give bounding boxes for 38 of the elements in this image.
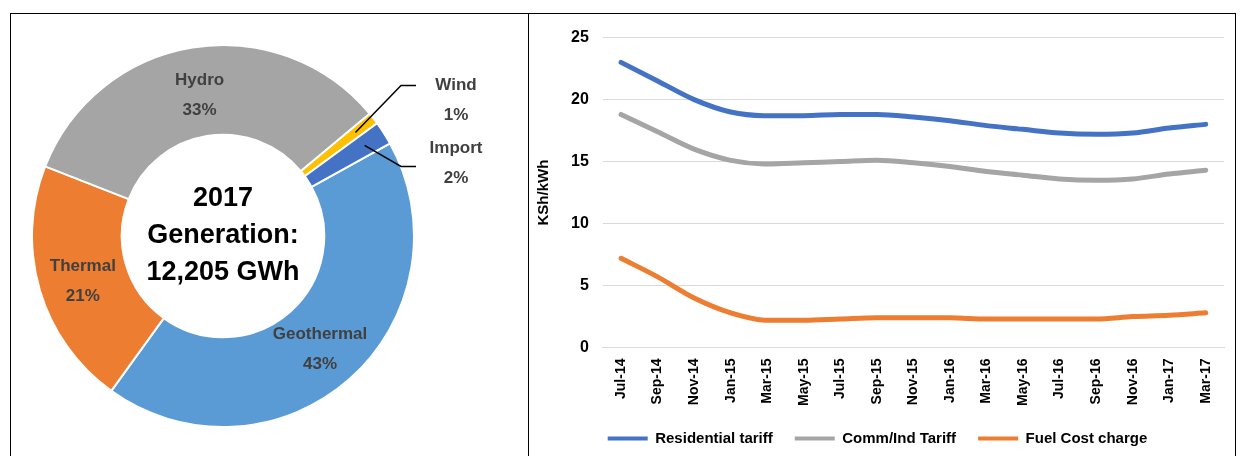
data-label: 43% [302, 353, 338, 373]
x-tick-label: Sep-14 [648, 358, 665, 405]
x-tick-label: Jul-15 [831, 358, 848, 399]
data-label: 21% [65, 285, 100, 305]
data-label: 2% [443, 168, 469, 188]
x-tick-label: Jan-17 [1160, 358, 1177, 403]
legend-label: Comm/Ind Tariff [842, 428, 958, 446]
data-label: 1% [443, 105, 469, 125]
x-tick-label: Mar-16 [977, 358, 994, 404]
x-tick-label: May-15 [794, 358, 811, 406]
slice-label: Import [429, 138, 483, 158]
text: 2017 Generation: 12,205 GWh [146, 182, 300, 287]
x-tick-label: Jan-15 [721, 358, 738, 403]
x-tick-label: Jul-16 [1050, 358, 1067, 399]
x-tick-label: Sep-16 [1086, 358, 1103, 405]
y-axis-title: KSh/kWh [534, 159, 552, 226]
slice-label: Geothermal [272, 323, 368, 343]
slice-label: Thermal [49, 255, 116, 275]
y-tick-label: 15 [571, 151, 589, 169]
slice-label: Wind [435, 75, 477, 95]
legend-label: Residential tariff [655, 428, 774, 446]
x-tick-label: May-16 [1013, 358, 1030, 406]
x-tick-label: Nov-14 [685, 358, 702, 406]
legend-label: Fuel Cost charge [1025, 428, 1148, 446]
y-tick-label: 20 [571, 89, 589, 107]
y-tick-label: 0 [579, 337, 589, 355]
x-tick-label: Jan-16 [940, 358, 957, 403]
slice-label: Hydro [175, 70, 225, 90]
x-tick-label: Sep-15 [867, 358, 884, 405]
x-tick-label: Nov-16 [1123, 358, 1140, 406]
y-tick-label: 5 [579, 275, 589, 293]
x-tick-label: Jul-14 [611, 358, 628, 399]
y-tick-label: 25 [571, 28, 589, 46]
x-tick-label: Nov-15 [904, 358, 921, 406]
y-tick-label: 10 [571, 213, 589, 231]
x-tick-label: Mar-17 [1196, 358, 1213, 404]
data-label: 33% [182, 100, 217, 120]
x-tick-label: Mar-15 [758, 358, 775, 404]
